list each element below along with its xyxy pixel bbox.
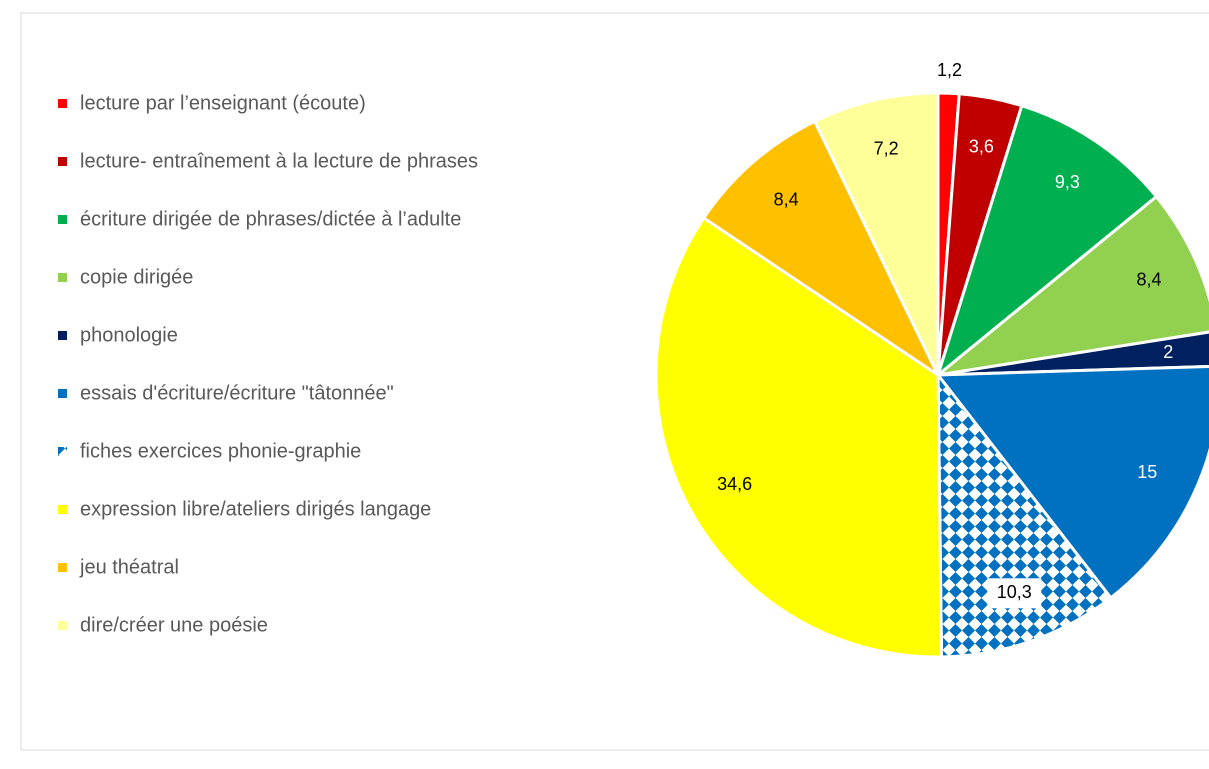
legend-label: écriture dirigée de phrases/dictée à l’a… [80, 208, 461, 230]
data-label: 10,3 [997, 582, 1032, 602]
data-label: 15 [1137, 462, 1157, 482]
data-label: 8,4 [774, 189, 799, 209]
data-label: 8,4 [1137, 269, 1162, 289]
legend-marker [58, 157, 67, 166]
data-label: 2 [1163, 342, 1173, 362]
pie-slice [935, 364, 1209, 600]
legend-label: expression libre/ateliers dirigés langag… [80, 498, 431, 520]
legend-marker [58, 215, 67, 224]
legend-marker [58, 505, 67, 514]
pie-slice [701, 119, 942, 380]
data-label-box [987, 578, 1042, 609]
legend-label: lecture par l’enseignant (écoute) [80, 92, 366, 114]
legend-marker [58, 99, 67, 108]
data-label: 34,6 [717, 474, 752, 494]
legend-label: essais d'écriture/écriture "tâtonnée" [80, 382, 394, 404]
legend-marker [58, 563, 67, 572]
legend-label: fiches exercices phonie-graphie [80, 440, 361, 462]
legend-marker [58, 331, 67, 340]
pie-slice [812, 91, 940, 376]
legend-label: jeu théatral [79, 556, 179, 578]
pie-slice [932, 194, 1209, 378]
data-label: 1,2 [937, 60, 962, 80]
legend-label: phonologie [80, 324, 178, 346]
legend-label: dire/créer une poésie [80, 614, 268, 636]
legend-label: copie dirigée [80, 266, 193, 288]
pie-slice [654, 215, 944, 659]
pie-slice [935, 103, 1159, 380]
legend-marker [58, 389, 67, 398]
pie-slice [937, 330, 1209, 377]
data-label: 3,6 [969, 137, 994, 157]
pie-slice [936, 370, 1113, 659]
data-label: 7,2 [874, 138, 899, 158]
data-label: 9,3 [1055, 172, 1080, 192]
legend-marker [58, 273, 67, 282]
legend-label: lecture- entraînement à la lecture de ph… [80, 150, 478, 172]
legend-marker [58, 621, 67, 630]
legend-marker [58, 447, 67, 456]
